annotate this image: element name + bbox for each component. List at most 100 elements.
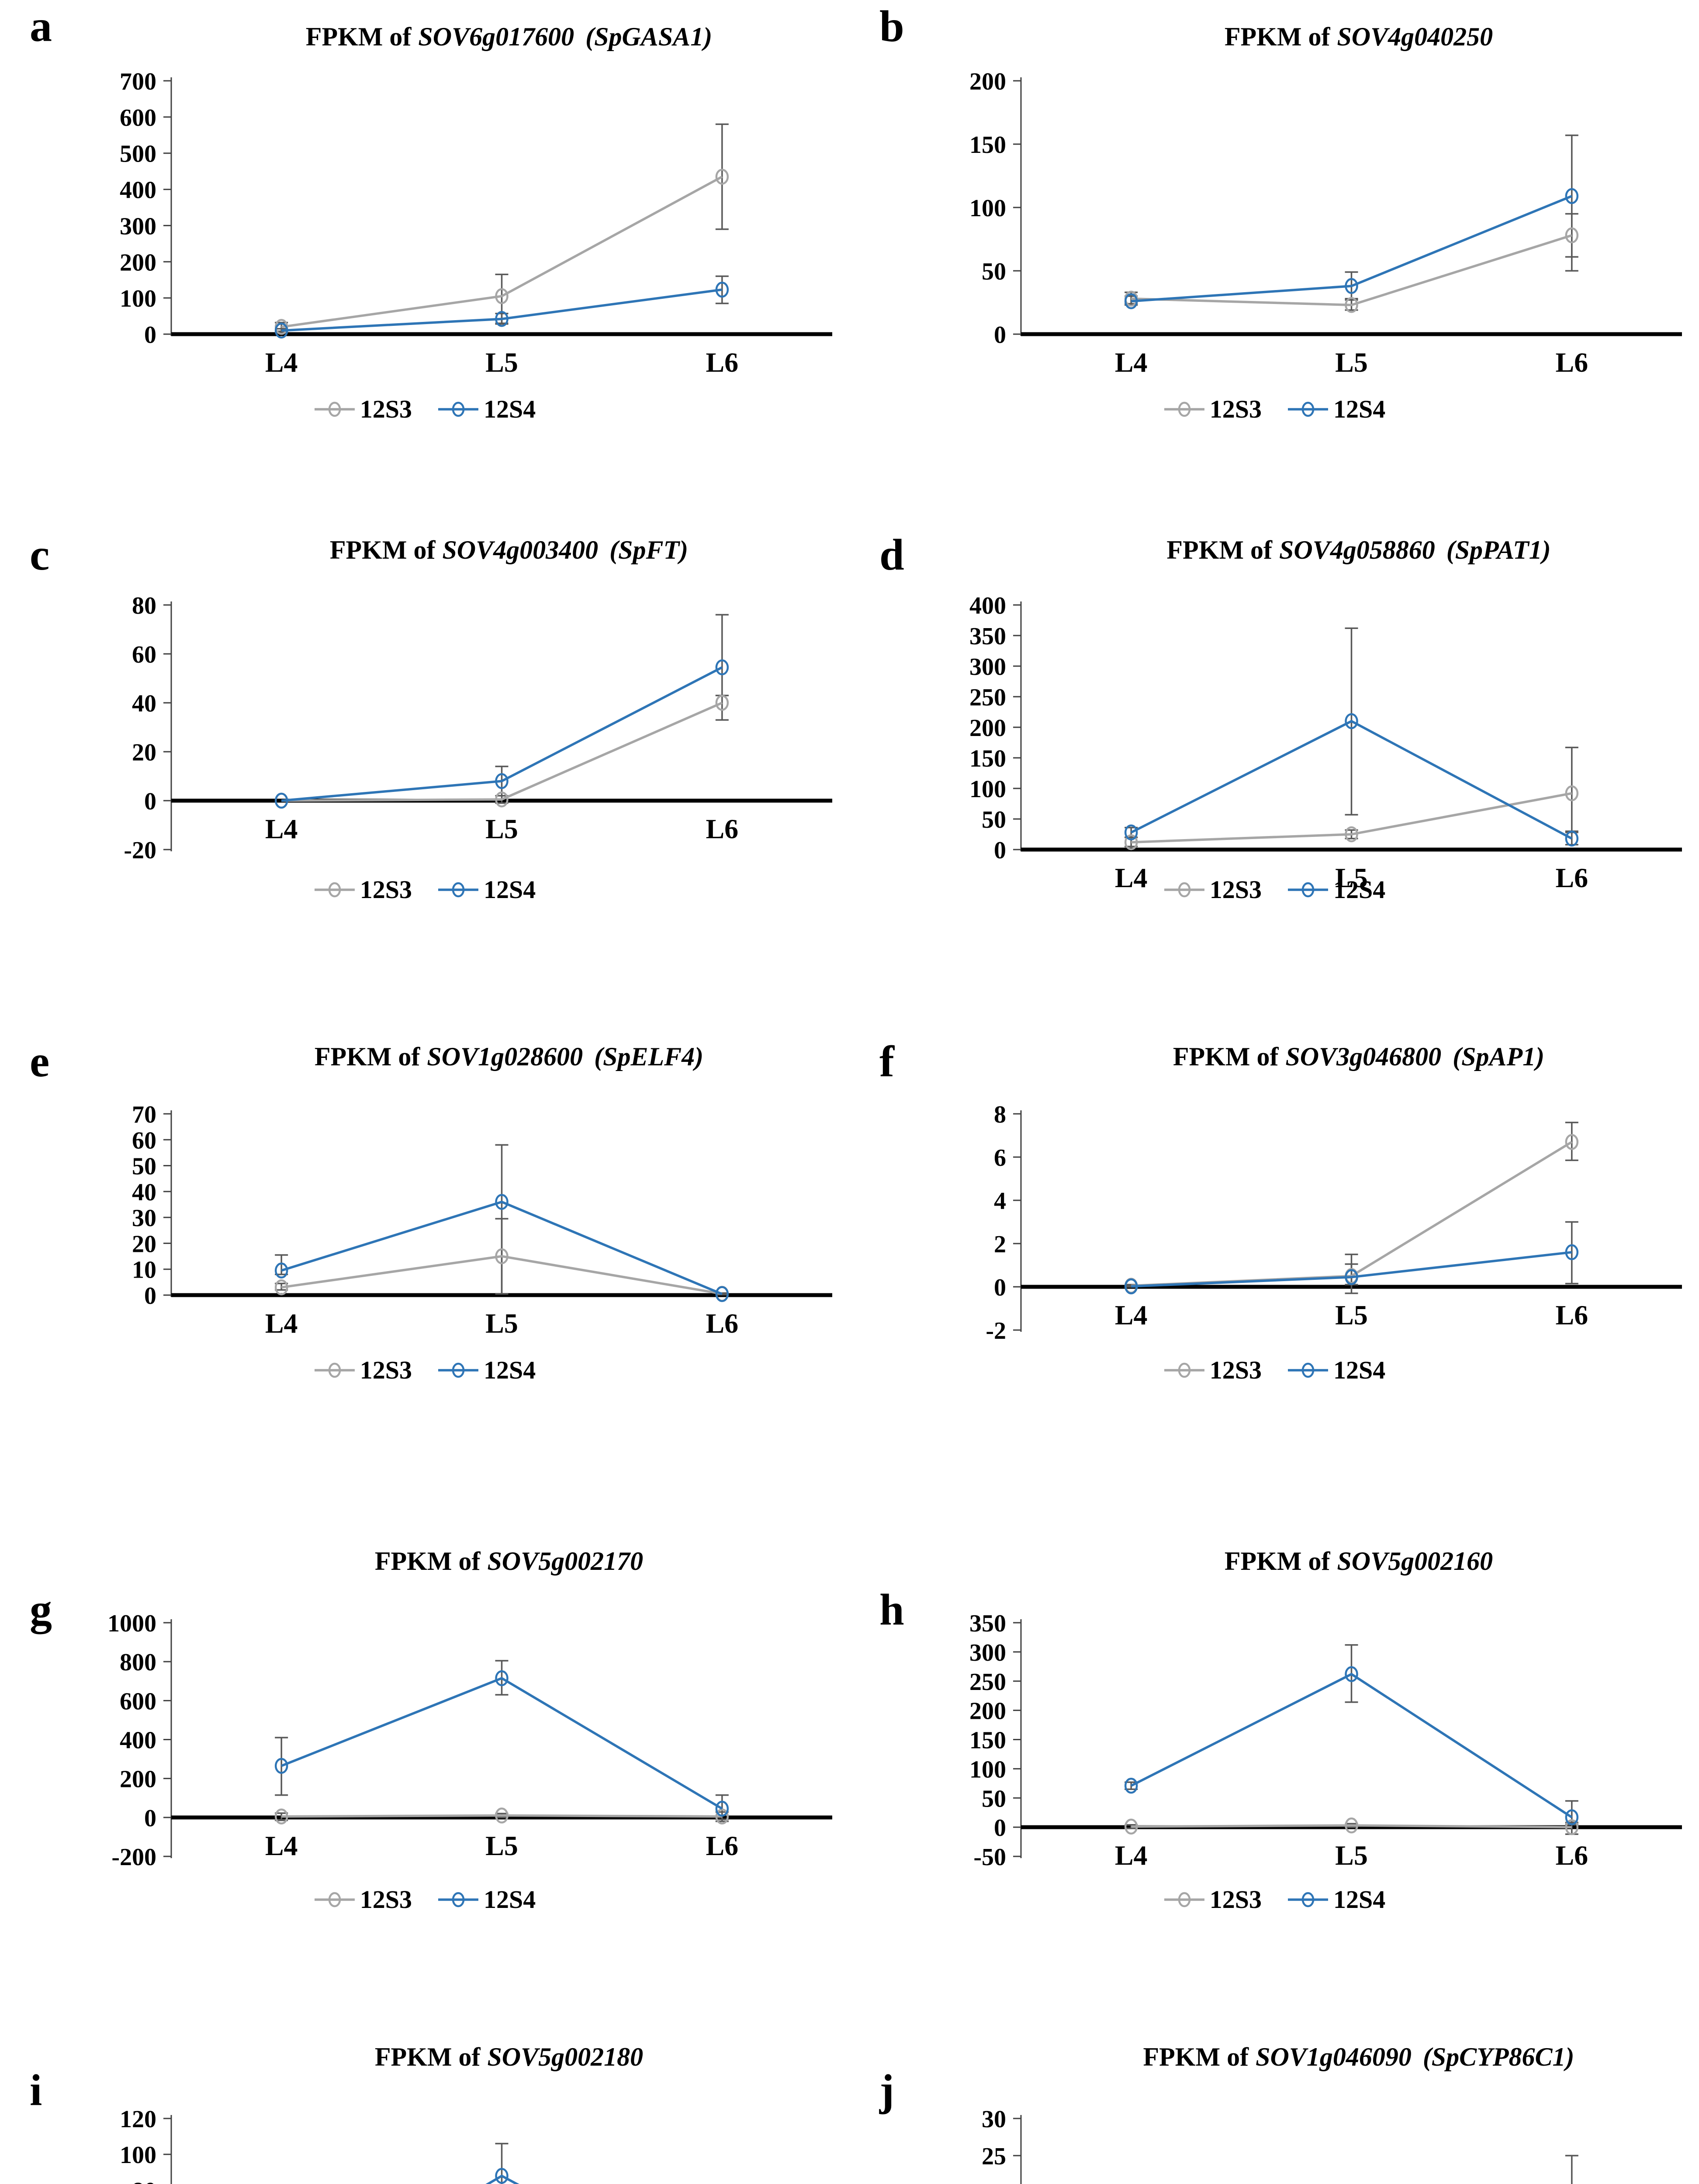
y-tick-label: -50 [973,1844,1006,1871]
y-tick-label: 600 [120,104,156,131]
legend-item-12S3: 12S3 [1163,1885,1262,1914]
data-point-marker [495,1670,509,1686]
series-line-12S4 [1131,1251,1572,1288]
legend-marker-icon [438,1892,478,1907]
gene-alias: (SpPAT1) [1446,536,1551,564]
x-category-label: L5 [485,347,518,378]
y-tick-label: 500 [120,141,156,168]
x-category-label: L5 [1335,1840,1368,1871]
chart-legend: 12S3 12S4 [0,394,849,424]
x-category-label: L6 [706,1308,738,1339]
x-category-label: L6 [1555,347,1588,378]
legend-item-12S3: 12S3 [1163,394,1262,424]
data-point-marker [1124,834,1138,850]
x-category-label: L4 [1115,1299,1148,1330]
legend-item-12S4: 12S4 [1287,1355,1385,1385]
y-tick-label: 0 [144,1805,156,1832]
data-point-marker [1565,830,1579,847]
x-category-label: L6 [706,347,738,378]
title-prefix: FPKM of [374,2042,481,2071]
y-tick-label: 150 [969,131,1006,159]
x-category-label: L5 [485,813,518,844]
chart-panel-h: h FPKM of SOV5g002160 -50 0 50 100 150 200 250… [850,1441,1699,1935]
y-tick-label: 350 [969,1610,1006,1637]
panel-title: FPKM of SOV4g040250 [1225,22,1493,52]
plot-area: 0 50 100 150 200 250 300 350 400 L4 L5 L6 [969,592,1682,893]
legend-label: 12S3 [360,1885,412,1914]
title-prefix: FPKM of [1143,2042,1249,2071]
title-prefix: FPKM of [329,536,436,564]
y-tick-label: 80 [132,2177,156,2184]
y-tick-label: 70 [132,1101,156,1128]
data-point-marker [1565,1244,1579,1261]
y-tick-label: 600 [120,1688,156,1715]
y-tick-label: 0 [994,1274,1006,1301]
chart-panel-a: a FPKM of SOV6g017600 (SpGASA1) 0 100 200 3… [0,0,849,493]
legend-marker-icon [438,882,478,897]
data-point-marker [274,322,288,339]
data-point-marker [495,1807,509,1824]
gene-name: SOV5g002160 [1337,1547,1493,1576]
legend-label: 12S4 [1333,1356,1386,1384]
y-tick-label: 400 [969,592,1006,619]
y-tick-label: 0 [994,837,1006,864]
series-line-12S4 [281,288,723,332]
legend-marker-icon [1164,1362,1204,1378]
legend-label: 12S4 [1333,395,1386,423]
series-line-12S4 [281,666,723,802]
x-category-label: L5 [1335,862,1368,893]
data-point-marker [1345,713,1358,729]
y-tick-label: 30 [132,1205,156,1232]
panel-letter: f [879,1037,894,1086]
gene-name: SOV1g028600 [427,1042,583,1071]
x-category-label: L4 [1115,1840,1148,1871]
panel-title: FPKM of SOV1g046090 (SpCYP86C1) [1143,2042,1574,2072]
x-category-label: L4 [1115,862,1148,893]
data-point-marker [1124,824,1138,841]
chart-panel-i: i FPKM of SOV5g002180 -20020406080100120… [0,1931,849,2184]
legend-item-12S3: 12S3 [314,1885,412,1914]
series-line-12S4 [281,1677,723,1810]
x-category-label: L4 [265,1308,298,1339]
data-point-marker [495,288,509,304]
data-point-marker [715,169,729,185]
y-tick-label: 120 [120,2106,156,2133]
gene-alias: (SpFT) [609,536,689,564]
legend-label: 12S3 [1209,1885,1262,1914]
data-point-marker [1565,1134,1579,1150]
gene-alias: (SpAP1) [1453,1042,1545,1071]
series-line-12S4 [1130,719,1573,840]
gene-name: SOV4g040250 [1337,22,1493,51]
data-point-marker [495,311,509,327]
y-tick-label: 200 [969,1698,1006,1725]
y-tick-label: 0 [994,321,1006,349]
gene-alias: (SpGASA1) [585,22,713,51]
series-line-12S3 [1131,792,1572,843]
legend-label: 12S3 [360,395,412,423]
data-point-marker [495,791,509,808]
data-point-marker [1565,1809,1579,1825]
y-tick-label: 40 [132,690,156,717]
panel-title: FPKM of SOV5g002170 [375,1546,643,1576]
y-tick-label: 200 [120,1766,156,1793]
y-tick-label: 2 [994,1231,1006,1258]
title-prefix: FPKM of [374,1547,481,1576]
legend-item-12S4: 12S4 [1287,1885,1385,1914]
panel-letter: g [30,1585,52,1635]
x-category-label: L4 [265,347,298,378]
legend-marker-icon [314,1892,355,1907]
x-category-label: L6 [706,813,738,844]
panel-letter: h [879,1585,904,1635]
panel-title: FPKM of SOV4g003400 (SpFT) [330,535,688,565]
y-tick-label: 40 [132,1179,156,1206]
panel-title: FPKM of SOV5g002180 [375,2042,643,2072]
y-tick-label: 100 [969,195,1006,222]
plot-area: 0 50 100 150 200 L4 L5 L6 [969,68,1682,378]
panel-letter: e [30,1037,50,1086]
legend-marker-icon [438,401,478,417]
legend-item-12S4: 12S4 [437,875,536,904]
legend-label: 12S3 [1209,1356,1262,1384]
gene-name: SOV4g058860 [1279,536,1435,564]
data-point-marker [1124,1818,1138,1835]
